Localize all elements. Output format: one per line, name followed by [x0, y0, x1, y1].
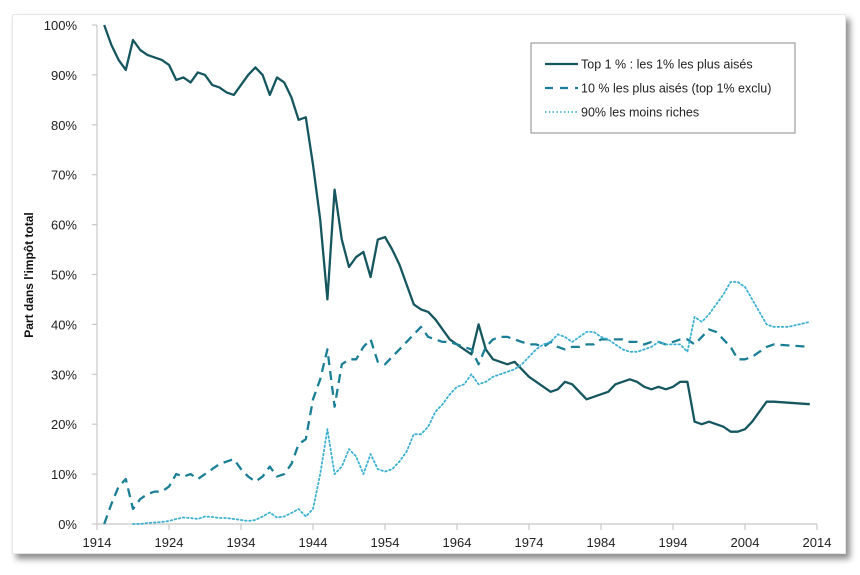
y-tick-label: 100%	[44, 18, 78, 33]
x-tick-label: 1994	[659, 535, 688, 550]
y-axis-title: Part dans l'impôt total	[22, 212, 36, 338]
x-tick-label: 1984	[587, 535, 616, 550]
series-layer	[103, 24, 811, 525]
x-tick-label: 1974	[515, 535, 544, 550]
x-tick-label: 1964	[443, 535, 472, 550]
y-tick-label: 20%	[51, 417, 77, 432]
legend-label: Top 1 % : les 1% les plus aisés	[581, 58, 753, 72]
y-tick-label: 70%	[51, 168, 77, 183]
y-tick-label: 0%	[58, 517, 77, 532]
y-tick-label: 60%	[51, 218, 77, 233]
y-ticks: 0% 10% 20% 30% 40% 50% 60% 70% 80% 90% 100%	[44, 18, 97, 532]
x-tick-label: 1934	[227, 535, 256, 550]
legend-label: 10 % les plus aisés (top 1% exclu)	[581, 82, 771, 96]
series-line-solid	[103, 24, 810, 433]
x-tick-label: 2004	[731, 535, 760, 550]
legend: Top 1 % : les 1% les plus aisés 10 % les …	[530, 42, 796, 134]
series-line-dashed	[103, 325, 810, 525]
x-tick-label: 1954	[371, 535, 400, 550]
y-tick-label: 90%	[51, 68, 77, 83]
x-ticks: 1914 1924 1934 1944 1954 1964 1974 1984 1994 2004…	[83, 524, 832, 550]
y-tick-label: 10%	[51, 467, 77, 482]
legend-label: 90% les moins riches	[581, 106, 699, 120]
y-tick-label: 50%	[51, 268, 77, 283]
x-tick-label: 1944	[299, 535, 328, 550]
y-tick-label: 80%	[51, 118, 77, 133]
x-tick-label: 1914	[83, 535, 112, 550]
series-line-dotted	[132, 281, 811, 525]
y-tick-label: 40%	[51, 317, 77, 332]
x-tick-label: 2014	[803, 535, 832, 550]
y-tick-label: 30%	[51, 367, 77, 382]
x-tick-label: 1924	[155, 535, 184, 550]
